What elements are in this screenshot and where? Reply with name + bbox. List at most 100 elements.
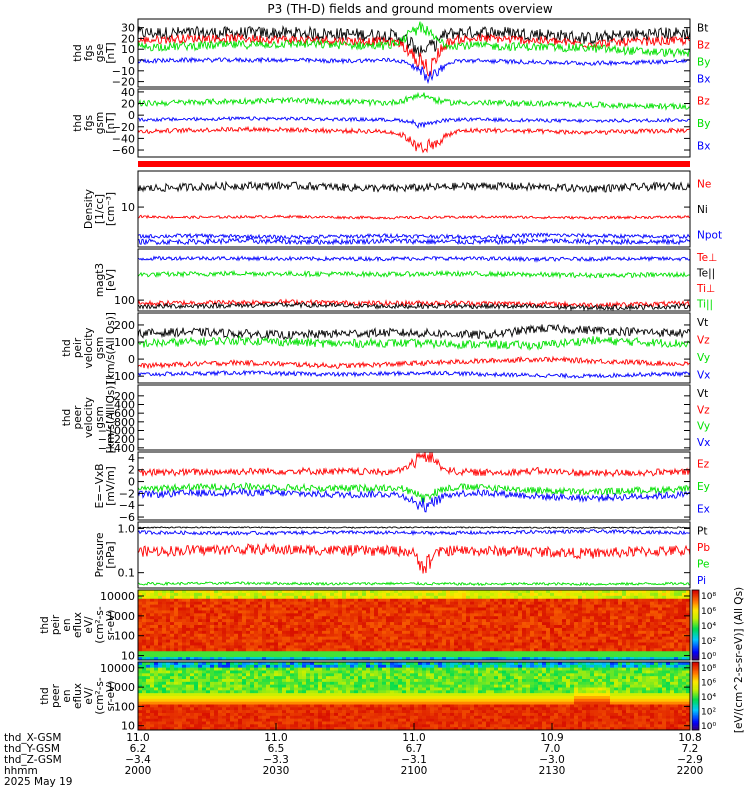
heatmap-cell bbox=[234, 670, 239, 674]
heatmap-cell bbox=[354, 657, 359, 661]
heatmap-cell bbox=[234, 710, 239, 714]
heatmap-cell bbox=[598, 639, 603, 643]
heatmap-cell bbox=[538, 642, 543, 646]
heatmap-cell bbox=[218, 727, 223, 731]
heatmap-cell bbox=[578, 592, 583, 597]
heatmap-cell bbox=[274, 696, 279, 700]
heatmap-cell bbox=[326, 619, 331, 623]
heatmap-cell bbox=[226, 610, 231, 614]
heatmap-cell bbox=[202, 684, 207, 688]
heatmap-cell bbox=[362, 598, 367, 602]
heatmap-cell bbox=[538, 613, 543, 617]
heatmap-cell bbox=[282, 698, 287, 702]
heatmap-cell bbox=[370, 627, 375, 632]
heatmap-cell bbox=[474, 625, 479, 629]
heatmap-cell bbox=[222, 633, 227, 637]
heatmap-cell bbox=[370, 639, 375, 643]
heatmap-cell bbox=[326, 636, 331, 640]
heatmap-cell bbox=[194, 645, 199, 649]
heatmap-cell bbox=[382, 607, 387, 611]
heatmap-cell bbox=[682, 616, 687, 620]
heatmap-cell bbox=[330, 630, 335, 635]
heatmap-cell bbox=[682, 627, 687, 632]
heatmap-cell bbox=[606, 627, 611, 632]
heatmap-cell bbox=[162, 639, 167, 643]
heatmap-cell bbox=[282, 613, 287, 617]
heatmap-cell bbox=[330, 676, 335, 680]
heatmap-cell bbox=[330, 693, 335, 697]
heatmap-cell bbox=[542, 590, 547, 594]
heatmap-cell bbox=[142, 657, 147, 661]
heatmap-cell bbox=[222, 698, 227, 702]
heatmap-cell bbox=[662, 619, 667, 623]
heatmap-cell bbox=[298, 648, 303, 652]
heatmap-cell bbox=[290, 633, 295, 637]
heatmap-cell bbox=[182, 679, 187, 683]
heatmap-cell bbox=[202, 696, 207, 700]
heatmap-cell bbox=[194, 681, 199, 685]
heatmap-cell bbox=[142, 670, 147, 674]
heatmap-cell bbox=[294, 590, 299, 594]
heatmap-cell bbox=[322, 590, 327, 594]
heatmap-cell bbox=[210, 598, 215, 602]
heatmap-cell bbox=[346, 633, 351, 637]
heatmap-cell bbox=[546, 625, 551, 629]
heatmap-cell bbox=[522, 645, 527, 649]
heatmap-cell bbox=[162, 648, 167, 652]
heatmap-cell bbox=[338, 715, 343, 719]
heatmap-cell bbox=[618, 616, 623, 620]
heatmap-cell bbox=[406, 619, 411, 623]
heatmap-cell bbox=[158, 654, 163, 658]
heatmap-cell bbox=[262, 698, 267, 702]
heatmap-cell bbox=[274, 625, 279, 629]
heatmap-cell bbox=[450, 604, 455, 608]
heatmap-cell bbox=[590, 651, 595, 655]
heatmap-cell bbox=[374, 636, 379, 640]
heatmap-cell bbox=[346, 592, 351, 597]
heatmap-cell bbox=[666, 622, 671, 626]
heatmap-cell bbox=[338, 713, 343, 717]
heatmap-cell bbox=[542, 607, 547, 611]
heatmap-cell bbox=[170, 648, 175, 652]
heatmap-cell bbox=[342, 667, 347, 671]
heatmap-cell bbox=[306, 676, 311, 680]
heatmap-cell bbox=[450, 654, 455, 658]
heatmap-cell bbox=[646, 636, 651, 640]
heatmap-cell bbox=[654, 657, 659, 661]
heatmap-cell bbox=[466, 619, 471, 623]
heatmap-cell bbox=[462, 622, 467, 626]
heatmap-cell bbox=[230, 721, 235, 725]
heatmap-cell bbox=[346, 727, 351, 731]
heatmap-cell bbox=[562, 607, 567, 611]
heatmap-cell bbox=[674, 639, 679, 643]
heatmap-cell bbox=[282, 727, 287, 731]
heatmap-cell bbox=[422, 633, 427, 637]
heatmap-cell bbox=[270, 613, 275, 617]
heatmap-cell bbox=[470, 648, 475, 652]
heatmap-cell bbox=[370, 616, 375, 620]
heatmap-cell bbox=[558, 636, 563, 640]
heatmap-cell bbox=[358, 704, 363, 708]
heatmap-cell bbox=[334, 679, 339, 683]
heatmap-cell bbox=[274, 673, 279, 677]
heatmap-cell bbox=[582, 616, 587, 620]
heatmap-cell bbox=[382, 657, 387, 661]
heatmap-cell bbox=[306, 667, 311, 671]
heatmap-cell bbox=[286, 701, 291, 705]
heatmap-cell bbox=[614, 648, 619, 652]
heatmap-cell bbox=[422, 645, 427, 649]
heatmap-cell bbox=[506, 604, 511, 608]
heatmap-cell bbox=[266, 601, 271, 605]
heatmap-cell bbox=[226, 690, 231, 694]
heatmap-cell bbox=[550, 616, 555, 620]
heatmap-cell bbox=[162, 713, 167, 717]
heatmap-cell bbox=[358, 642, 363, 646]
heatmap-cell bbox=[202, 721, 207, 725]
heatmap-cell bbox=[306, 639, 311, 643]
heatmap-cell bbox=[178, 601, 183, 605]
heatmap-cell bbox=[166, 715, 171, 719]
heatmap-cell bbox=[574, 598, 579, 602]
heatmap-cell bbox=[342, 616, 347, 620]
heatmap-cell bbox=[338, 648, 343, 652]
heatmap-cell bbox=[666, 616, 671, 620]
